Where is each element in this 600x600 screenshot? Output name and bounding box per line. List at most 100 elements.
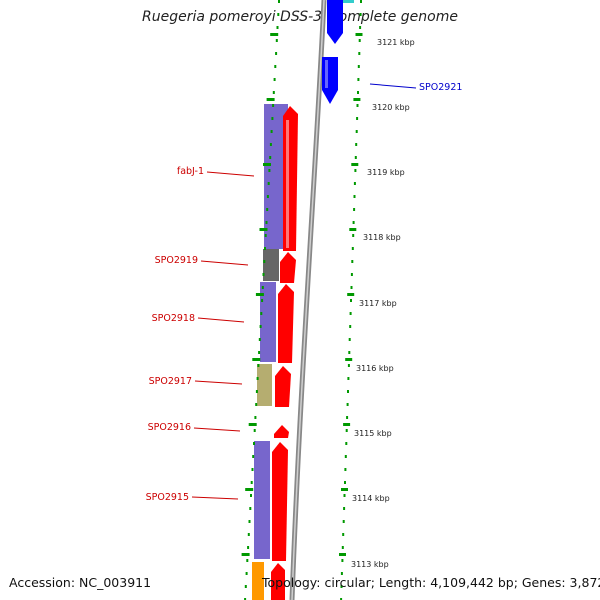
ruler-dot (341, 546, 344, 549)
genome-backbone-highlight (291, 0, 325, 600)
ruler-dot (272, 104, 275, 107)
ruler-major-tick (259, 228, 268, 231)
ruler-major-tick (241, 553, 250, 556)
reverse-cds-fabj[interactable] (283, 106, 298, 251)
gene-label-spo2918[interactable]: SPO2918 (152, 313, 195, 324)
ruler-dot (246, 559, 249, 562)
gene-label-spo2917[interactable]: SPO2917 (149, 376, 192, 387)
ruler-dot (354, 169, 357, 172)
ruler-dot (265, 221, 268, 224)
reverse-cds-spo2918[interactable] (278, 284, 294, 363)
ruler-dot (354, 156, 357, 159)
ruler-major-tick (270, 33, 279, 36)
ruler-dot (344, 468, 347, 471)
ruler-dot (360, 0, 362, 3)
ruler-major-tick (351, 163, 359, 166)
ruler-dot (261, 299, 264, 302)
kbp-tick-label: 3114 kbp (352, 494, 390, 503)
ruler-major-tick (349, 228, 357, 231)
ruler-dot (278, 0, 280, 3)
ruler-dot (266, 208, 269, 211)
ruler-dot (256, 377, 259, 380)
ruler-dot (359, 13, 362, 16)
ruler-dot (355, 143, 358, 146)
ruler-dot (357, 65, 360, 68)
leader-line-spo2919 (200, 260, 249, 266)
ruler-dot (272, 91, 275, 94)
ruler-dot (353, 208, 356, 211)
topology-text: Topology: circular; Length: 4,109,442 bp… (262, 575, 600, 590)
left-ruler-dots (244, 0, 280, 600)
ruler-dot (253, 442, 255, 445)
cog-block-bottom (252, 562, 264, 600)
reverse-cds-spo2917[interactable] (275, 366, 291, 407)
leader-line-spo2915 (191, 496, 239, 500)
ruler-dot (344, 455, 347, 458)
ruler-dot (257, 364, 260, 367)
ruler-dot (259, 325, 262, 328)
leader-line-fabj (206, 171, 255, 177)
forward-cds-upper (327, 0, 343, 44)
reverse-cds-shine (286, 120, 289, 248)
ruler-dot (355, 130, 358, 133)
forward-cds-top-fragment (342, 0, 354, 3)
kbp-tick-label: 3119 kbp (367, 168, 405, 177)
ruler-major-tick (266, 98, 275, 101)
right-ruler-major-ticks (339, 33, 363, 556)
reverse-cds-spo2919[interactable] (280, 252, 296, 283)
ruler-dot (351, 260, 354, 263)
ruler-dot (342, 520, 345, 523)
ruler-dot (269, 143, 272, 146)
ruler-major-tick (343, 423, 351, 426)
ruler-dot (353, 195, 356, 198)
reverse-cds-spo2916[interactable] (274, 425, 289, 438)
ruler-dot (352, 234, 355, 237)
ruler-dot (264, 247, 266, 250)
ruler-dot (342, 533, 345, 536)
ruler-dot (344, 481, 346, 484)
ruler-dot (251, 468, 254, 471)
gene-label-spo2916[interactable]: SPO2916 (148, 422, 191, 433)
leader-line-spo2921 (369, 83, 417, 89)
ruler-dot (358, 52, 361, 55)
ruler-dot (266, 195, 269, 198)
ruler-dot (352, 221, 355, 224)
cog-block-spo2915 (254, 441, 270, 559)
cog-block-spo2919 (263, 249, 279, 281)
ruler-dot (247, 546, 250, 549)
ruler-dot (346, 403, 349, 406)
ruler-dot (346, 416, 349, 419)
ruler-dot (349, 312, 352, 315)
ruler-dot (347, 364, 350, 367)
ruler-dot (244, 585, 247, 588)
gene-label-spo2919[interactable]: SPO2919 (155, 255, 198, 266)
ruler-dot (343, 494, 346, 497)
ruler-dot (260, 312, 263, 315)
cog-block-spo2917 (257, 364, 272, 406)
gene-label-spo2921[interactable]: SPO2921 (419, 82, 462, 93)
ruler-dot (348, 351, 351, 354)
ruler-dot (345, 429, 348, 432)
ruler-dot (358, 39, 361, 42)
ruler-dot (357, 78, 360, 81)
ruler-dot (262, 273, 265, 276)
ruler-dot (255, 403, 258, 406)
forward-cds-spo2921[interactable] (322, 57, 338, 104)
ruler-dot (350, 299, 352, 302)
ruler-major-tick (347, 293, 355, 296)
ruler-major-tick (345, 358, 353, 361)
ruler-dot (273, 78, 276, 81)
kbp-tick-label: 3117 kbp (359, 299, 397, 308)
ruler-dot (244, 598, 247, 600)
kbp-tick-label: 3120 kbp (372, 103, 410, 112)
gene-label-fabj[interactable]: fabJ-1 (177, 166, 204, 177)
ruler-major-tick (339, 553, 346, 556)
ruler-dot (258, 338, 261, 341)
reverse-cds-spo2915[interactable] (272, 442, 288, 561)
ruler-dot (276, 26, 279, 29)
gene-label-spo2915[interactable]: SPO2915 (146, 492, 189, 503)
ruler-dot (341, 559, 344, 562)
reverse-cds-bottom (271, 563, 285, 600)
ruler-major-tick (255, 293, 264, 296)
